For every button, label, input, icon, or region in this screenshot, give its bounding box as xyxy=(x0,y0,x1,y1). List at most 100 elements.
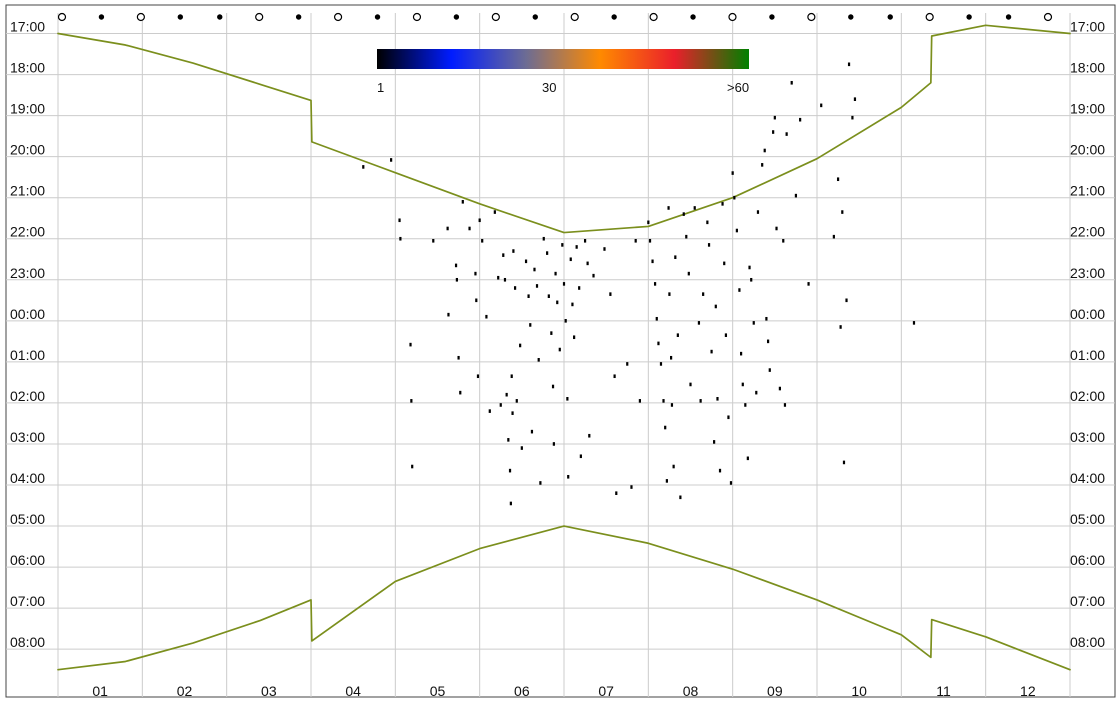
x-tick-label: 11 xyxy=(936,683,951,699)
observation-point xyxy=(533,267,536,272)
left-y-tick-label: 05:00 xyxy=(10,511,45,527)
x-tick-label: 10 xyxy=(851,683,867,699)
filled-moon-mark xyxy=(374,14,381,20)
observation-point xyxy=(520,446,523,450)
observation-point xyxy=(468,226,471,231)
observation-point xyxy=(474,271,477,276)
grid-lines xyxy=(6,13,1115,697)
colorbar-rect xyxy=(377,49,749,69)
observation-point xyxy=(707,243,711,247)
observation-point xyxy=(551,384,555,389)
observation-point xyxy=(735,228,738,233)
observation-point xyxy=(454,263,458,268)
observation-point xyxy=(571,302,574,307)
x-tick-label: 08 xyxy=(683,683,699,699)
curve-layer xyxy=(57,24,1071,671)
observation-point xyxy=(647,220,650,225)
observation-point xyxy=(667,206,670,210)
right-y-tick-label: 07:00 xyxy=(1070,593,1105,609)
open-moon-mark xyxy=(333,12,343,22)
observation-point xyxy=(851,115,854,120)
observation-point xyxy=(676,333,679,337)
observation-point xyxy=(508,468,512,473)
right-y-tick-label: 08:00 xyxy=(1070,634,1105,650)
observation-point xyxy=(488,409,491,413)
observation-point xyxy=(519,343,522,348)
observation-point xyxy=(524,259,528,264)
observation-point xyxy=(741,382,744,387)
observation-point xyxy=(665,479,668,483)
observation-point xyxy=(718,468,722,473)
observation-point xyxy=(575,245,578,249)
observation-point xyxy=(674,255,677,260)
observation-point xyxy=(546,251,549,255)
observation-point xyxy=(475,298,478,303)
observation-point xyxy=(432,238,435,243)
observation-point xyxy=(783,403,787,407)
open-moon-mark xyxy=(807,12,816,22)
observation-point xyxy=(547,294,550,298)
observation-point xyxy=(755,390,758,395)
x-tick-label: 09 xyxy=(767,683,783,699)
observation-point xyxy=(670,403,674,407)
filled-moon-mark xyxy=(532,14,538,20)
observation-point xyxy=(573,335,576,340)
observation-point xyxy=(558,347,561,352)
observation-point xyxy=(729,481,733,485)
filled-moon-mark xyxy=(611,14,617,20)
open-moon-mark xyxy=(57,12,67,22)
observation-point xyxy=(556,300,559,305)
observation-point xyxy=(561,243,564,247)
observation-point xyxy=(912,321,916,325)
observation-point xyxy=(836,177,840,182)
left-y-tick-label: 23:00 xyxy=(10,265,45,281)
observation-point xyxy=(702,292,705,296)
observation-point xyxy=(537,358,540,362)
observation-point xyxy=(672,464,675,469)
observation-point xyxy=(746,456,749,461)
observation-point xyxy=(697,321,701,325)
observation-point xyxy=(515,399,518,403)
colorbar: 1 30 >60 xyxy=(377,49,749,95)
observation-point xyxy=(778,386,781,391)
observation-point xyxy=(459,390,462,395)
observation-point xyxy=(410,399,413,403)
observation-point xyxy=(752,321,755,325)
observation-point xyxy=(727,415,730,420)
observation-point xyxy=(409,342,412,347)
filled-moon-mark xyxy=(769,14,775,20)
observation-point xyxy=(832,234,835,239)
observation-point xyxy=(653,282,657,286)
left-y-tick-label: 03:00 xyxy=(10,429,45,445)
observation-point xyxy=(613,374,616,379)
right-y-tick-label: 05:00 xyxy=(1070,511,1105,527)
open-moon-mark xyxy=(412,12,422,22)
colorbar-label-min: 1 xyxy=(377,80,384,95)
observation-point xyxy=(512,249,515,253)
observation-point xyxy=(685,234,688,239)
observation-point xyxy=(748,265,751,270)
left-y-tick-label: 18:00 xyxy=(10,60,45,76)
observation-point xyxy=(841,210,844,214)
filled-moon-mark xyxy=(848,14,854,20)
open-moon-mark xyxy=(925,12,934,22)
observation-point xyxy=(716,397,719,401)
observation-point xyxy=(564,319,567,323)
left-y-tick-label: 17:00 xyxy=(10,19,45,35)
x-tick-label: 04 xyxy=(345,683,361,699)
filled-moon-mark xyxy=(453,14,460,20)
observation-point xyxy=(476,374,480,379)
observation-point xyxy=(566,397,569,401)
observation-point xyxy=(513,286,517,290)
right-y-tick-label: 23:00 xyxy=(1070,265,1105,281)
observation-point xyxy=(362,165,365,169)
filled-moon-mark xyxy=(217,14,223,20)
open-moon-mark xyxy=(136,12,145,22)
open-moon-mark xyxy=(728,12,737,22)
observation-point xyxy=(668,292,671,296)
observation-point xyxy=(529,323,532,327)
right-y-tick-label: 19:00 xyxy=(1070,101,1105,117)
observation-point xyxy=(648,238,652,243)
right-y-tick-label: 18:00 xyxy=(1070,60,1105,76)
